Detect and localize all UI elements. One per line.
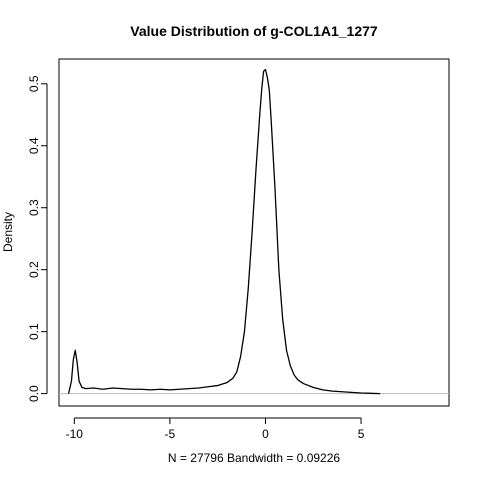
y-tick-label: 0.5 xyxy=(27,75,41,92)
density-curve xyxy=(67,68,381,395)
y-tick-label: 0.4 xyxy=(27,137,41,154)
x-tick-label: 5 xyxy=(358,427,365,441)
y-tick-label: 0.0 xyxy=(27,385,41,402)
x-axis: -10 -5 0 5 xyxy=(66,417,365,441)
y-axis-label: Density xyxy=(1,212,15,252)
y-tick-label: 0.2 xyxy=(27,261,41,278)
chart-title: Value Distribution of g-COL1A1_1277 xyxy=(130,23,378,39)
y-tick-label: 0.3 xyxy=(27,199,41,216)
x-tick-label: 0 xyxy=(262,427,269,441)
y-axis: 0.0 0.1 0.2 0.3 0.4 0.5 xyxy=(27,75,48,402)
plot-frame xyxy=(58,58,450,407)
y-tick-label: 0.1 xyxy=(27,323,41,340)
x-tick-label: -5 xyxy=(165,427,176,441)
x-axis-label: N = 27796 Bandwidth = 0.09226 xyxy=(168,451,340,465)
x-tick-label: -10 xyxy=(66,427,84,441)
